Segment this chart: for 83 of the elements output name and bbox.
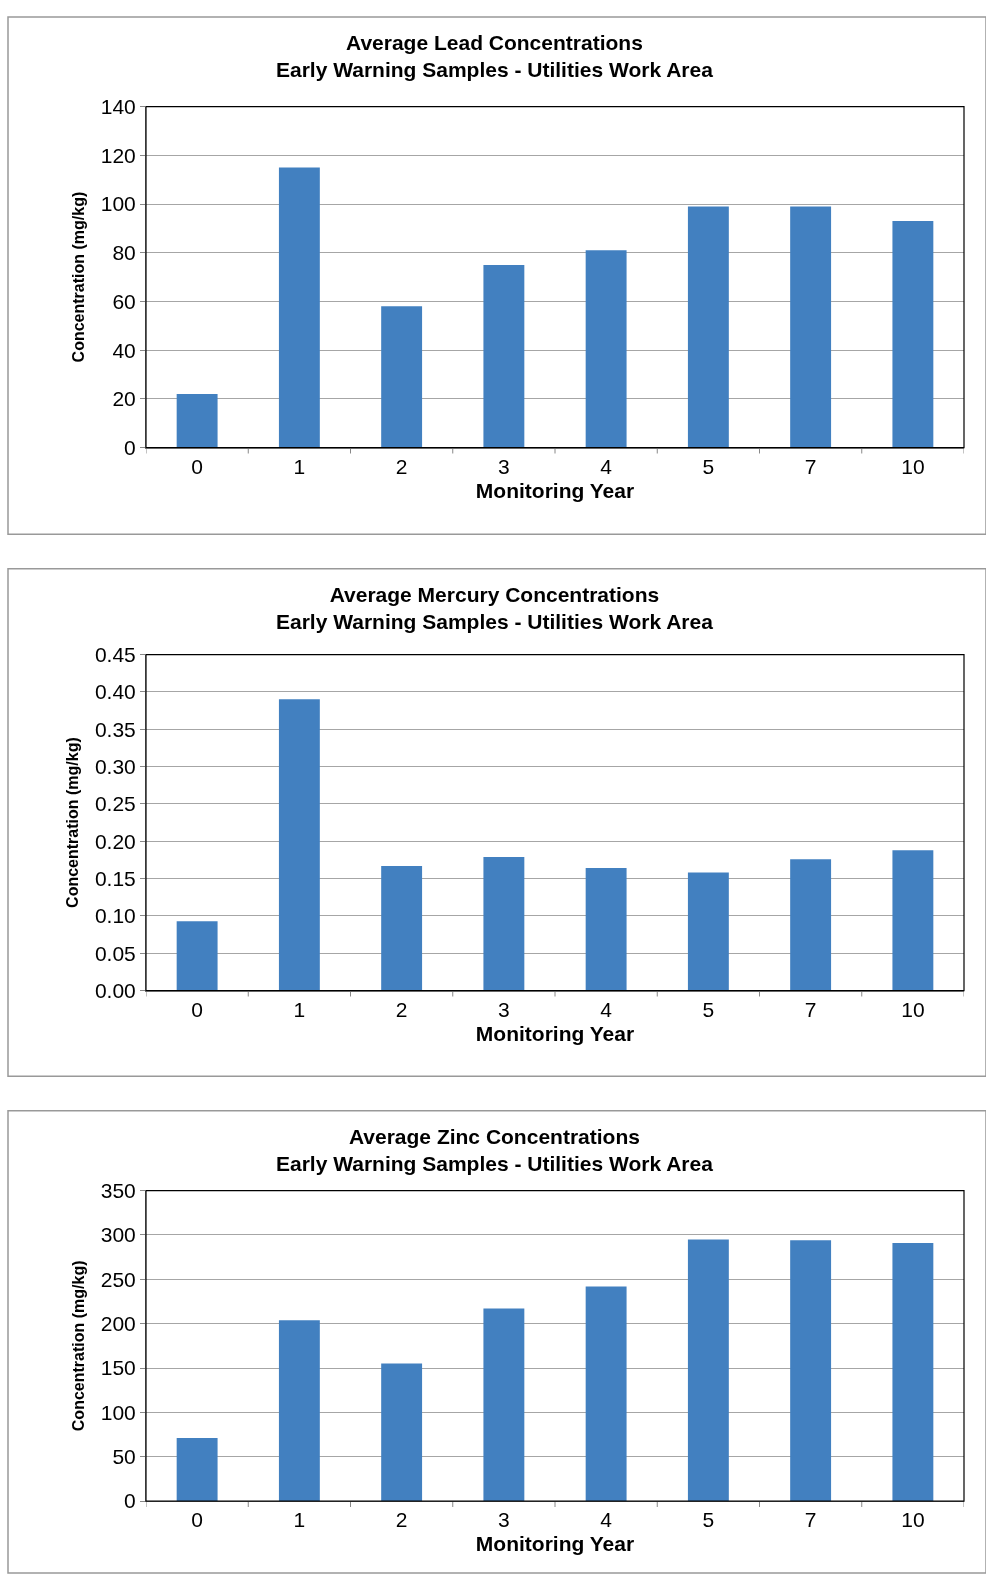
y-tick-label: 0.00 bbox=[94, 978, 136, 1002]
y-tick-label: 0.10 bbox=[94, 904, 136, 928]
bar bbox=[790, 859, 832, 991]
x-tick-label: 2 bbox=[395, 1508, 408, 1532]
x-tick-label: 10 bbox=[901, 1508, 925, 1532]
bar bbox=[892, 850, 934, 991]
bar bbox=[687, 206, 729, 448]
x-tick-label: 0 bbox=[191, 1508, 203, 1532]
x-tick-label: 5 bbox=[702, 1508, 715, 1532]
y-tick-label: 350 bbox=[100, 1178, 136, 1202]
y-tick-label: 0.45 bbox=[94, 642, 136, 666]
x-tick-label: 3 bbox=[498, 1508, 510, 1532]
y-tick-label: 50 bbox=[112, 1445, 136, 1469]
y-tick-label: 0.40 bbox=[94, 680, 136, 704]
x-axis-title: Monitoring Year bbox=[475, 1021, 635, 1045]
bar bbox=[381, 306, 423, 448]
bar bbox=[278, 699, 320, 991]
x-tick-label: 3 bbox=[498, 997, 510, 1021]
x-tick-label: 1 bbox=[293, 1508, 306, 1532]
x-tick-label: 1 bbox=[293, 997, 306, 1021]
y-tick-label: 0 bbox=[124, 1489, 136, 1513]
x-tick-label: 5 bbox=[702, 454, 715, 478]
x-axis-title: Monitoring Year bbox=[475, 1532, 635, 1556]
y-tick-label: 0.35 bbox=[94, 717, 136, 741]
x-tick-label: 5 bbox=[702, 997, 715, 1021]
x-tick-label: 4 bbox=[600, 454, 613, 478]
x-tick-label: 1 bbox=[293, 454, 306, 478]
y-tick-label: 20 bbox=[112, 387, 136, 411]
bar bbox=[176, 1438, 218, 1502]
y-tick-label: 0 bbox=[124, 435, 136, 459]
x-tick-label: 10 bbox=[901, 997, 925, 1021]
bar bbox=[892, 221, 934, 448]
y-tick-label: 40 bbox=[112, 338, 136, 362]
x-tick-label: 7 bbox=[804, 1508, 817, 1532]
chart-title: Average Zinc Concentrations Early Warning Samples - Utilities Work Area bbox=[276, 1125, 714, 1176]
bar bbox=[483, 856, 525, 991]
y-tick-label: 250 bbox=[100, 1267, 136, 1291]
x-tick-label: 3 bbox=[498, 454, 510, 478]
x-tick-label: 0 bbox=[191, 454, 203, 478]
bar bbox=[483, 264, 525, 448]
y-tick-label: 0.15 bbox=[94, 866, 136, 890]
y-tick-label: 0.30 bbox=[94, 754, 136, 778]
x-tick-label: 2 bbox=[395, 454, 408, 478]
y-tick-label: 100 bbox=[100, 1400, 136, 1424]
x-axis-title: Monitoring Year bbox=[475, 478, 635, 502]
x-tick-label: 7 bbox=[804, 997, 817, 1021]
y-tick-label: 200 bbox=[100, 1312, 136, 1336]
y-tick-label: 60 bbox=[112, 289, 136, 313]
y-tick-label: 300 bbox=[100, 1223, 136, 1247]
y-axis-title: Concentration (mg/kg) bbox=[69, 1260, 87, 1432]
y-tick-label: 0.20 bbox=[94, 829, 136, 853]
bar bbox=[687, 1239, 729, 1502]
bar bbox=[278, 167, 320, 448]
x-tick-label: 4 bbox=[600, 1508, 613, 1532]
y-tick-label: 150 bbox=[100, 1356, 136, 1380]
y-axis-title: Concentration (mg/kg) bbox=[69, 191, 87, 363]
x-tick-label: 10 bbox=[901, 454, 925, 478]
y-axis-title: Concentration (mg/kg) bbox=[63, 737, 81, 908]
chart-title: Average Lead Concentrations Early Warning Samples - Utilities Work Area bbox=[276, 31, 714, 82]
x-tick-label: 2 bbox=[395, 997, 408, 1021]
y-tick-label: 0.05 bbox=[94, 941, 136, 965]
bar bbox=[790, 206, 832, 448]
bar bbox=[381, 1363, 423, 1502]
y-tick-label: 80 bbox=[112, 241, 136, 265]
y-tick-label: 140 bbox=[100, 94, 136, 118]
bar bbox=[585, 868, 627, 991]
y-tick-label: 120 bbox=[100, 143, 136, 167]
bar bbox=[790, 1240, 832, 1502]
bar bbox=[483, 1308, 525, 1502]
bar bbox=[278, 1320, 320, 1502]
bar bbox=[892, 1242, 934, 1502]
x-tick-label: 4 bbox=[600, 997, 613, 1021]
bar bbox=[687, 872, 729, 991]
bar bbox=[176, 921, 218, 991]
y-tick-label: 100 bbox=[100, 192, 136, 216]
bar bbox=[585, 1286, 627, 1502]
bar bbox=[176, 394, 218, 448]
x-tick-label: 0 bbox=[191, 997, 203, 1021]
bar bbox=[381, 865, 423, 991]
bar bbox=[585, 250, 627, 448]
y-tick-label: 0.25 bbox=[94, 792, 136, 816]
chart-title: Average Mercury Concentrations Early Warning Samples - Utilities Work Area bbox=[276, 583, 714, 634]
x-tick-label: 7 bbox=[804, 454, 817, 478]
